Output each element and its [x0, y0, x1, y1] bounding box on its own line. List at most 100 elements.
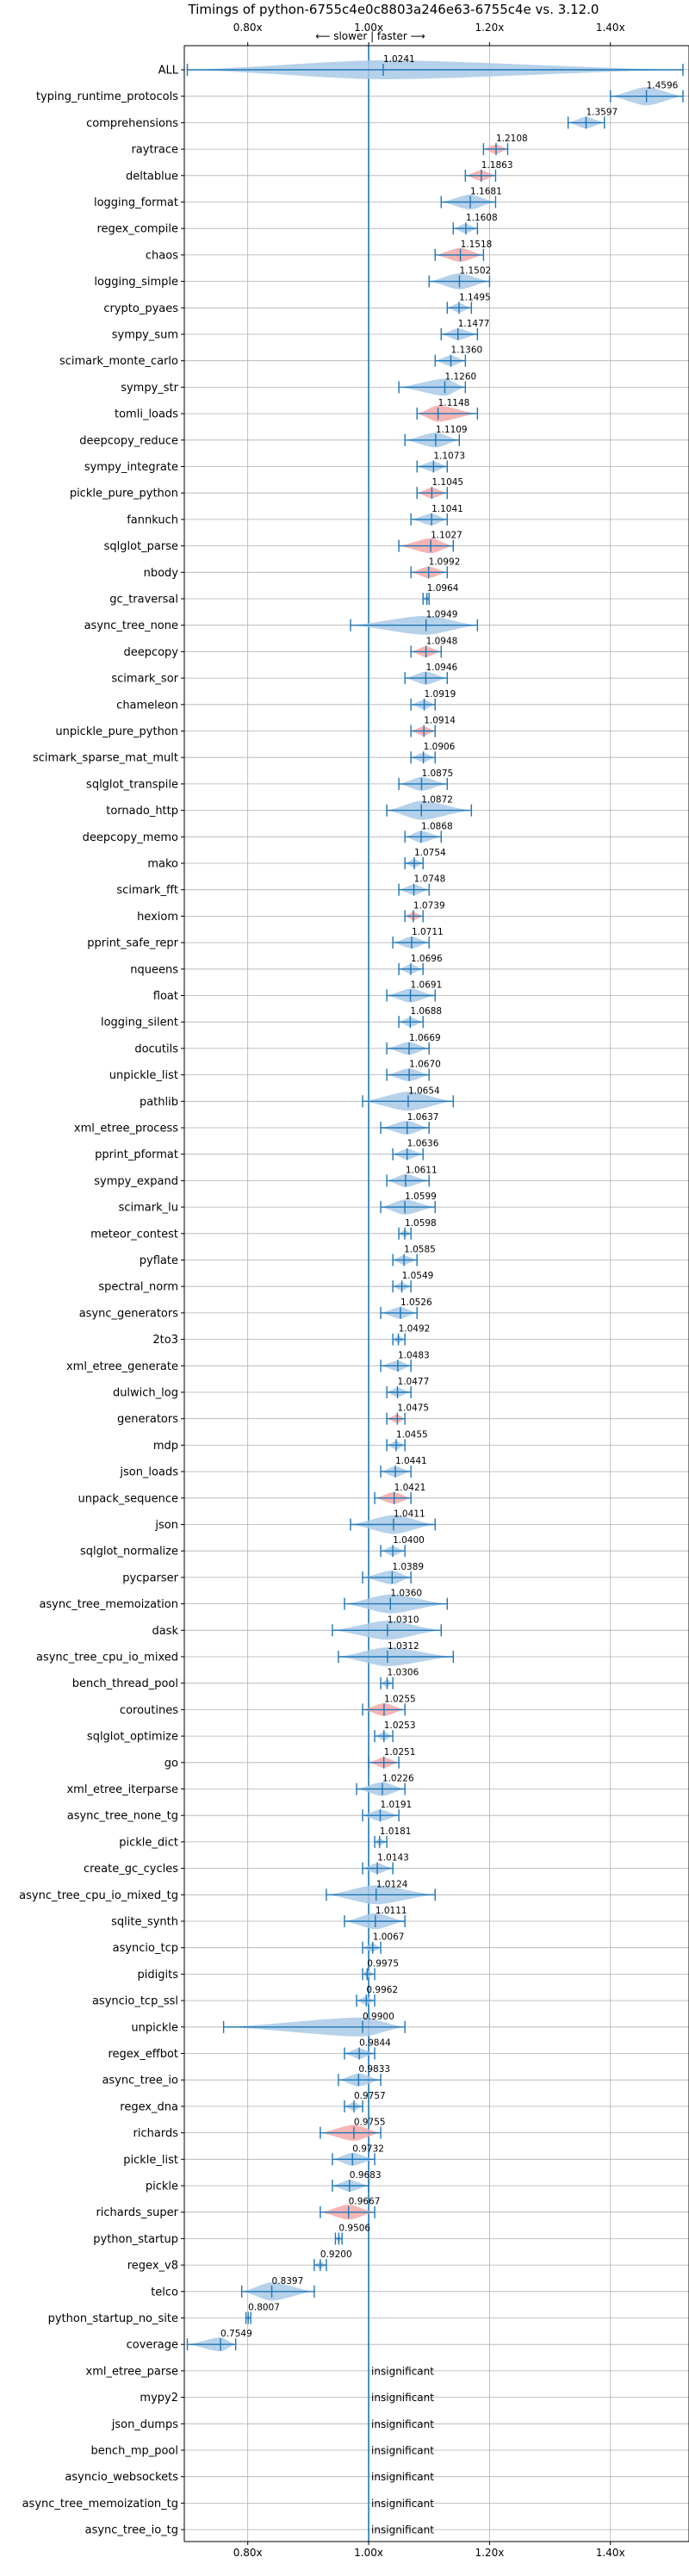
benchmark-label: xml_etree_process: [74, 1123, 178, 1136]
benchmark-label: xml_etree_iterparse: [66, 1783, 178, 1796]
benchmark-label: float: [153, 990, 178, 1003]
insignificant-label: insignificant: [371, 2392, 434, 2404]
benchmark-label: gc_traversal: [109, 594, 178, 607]
value-label: 1.0124: [376, 1879, 408, 1889]
value-label: 1.0411: [394, 1509, 425, 1520]
benchmark-label: scimark_sor: [111, 673, 178, 686]
benchmark-label: sympy_integrate: [84, 461, 178, 474]
benchmark-label: logging_format: [94, 196, 178, 209]
benchmark-label: ALL: [158, 65, 179, 78]
value-label: 0.7549: [220, 2329, 252, 2339]
benchmark-label: pickle_dict: [119, 1836, 178, 1849]
benchmark-label: async_tree_memoization: [39, 1598, 178, 1611]
value-label: 1.1045: [431, 477, 463, 488]
value-label: 1.0964: [427, 583, 459, 594]
benchmark-label: richards: [133, 2127, 179, 2140]
value-label: 1.0872: [421, 795, 453, 806]
benchmark-label: python_startup: [93, 2233, 178, 2246]
value-label: 1.1608: [466, 213, 498, 223]
value-label: 1.0143: [377, 1853, 409, 1864]
value-label: 1.2108: [496, 134, 528, 144]
benchmark-label: go: [164, 1757, 178, 1770]
value-label: 1.0691: [411, 980, 443, 991]
value-label: 0.9833: [358, 2064, 390, 2075]
benchmark-label: 2to3: [152, 1334, 178, 1347]
x-tick-label-top: 1.20x: [475, 22, 504, 34]
benchmark-label: sqlglot_optimize: [87, 1731, 178, 1744]
benchmark-label: async_tree_io: [102, 2075, 178, 2088]
value-label: 1.1041: [431, 504, 463, 514]
value-label: 1.0688: [410, 1006, 442, 1017]
benchmark-label: pathlib: [140, 1096, 178, 1109]
value-label: 1.0441: [395, 1456, 427, 1466]
insignificant-label: insignificant: [371, 2445, 434, 2457]
benchmark-label: comprehensions: [86, 117, 178, 130]
value-label: 1.0914: [424, 716, 456, 726]
value-label: 1.0992: [429, 557, 461, 567]
benchmark-label: deltablue: [126, 170, 178, 183]
benchmark-label: python_startup_no_site: [48, 2312, 178, 2325]
benchmark-label: raytrace: [131, 144, 178, 157]
benchmark-label: xml_etree_parse: [86, 2365, 178, 2378]
value-label: 1.1109: [436, 425, 468, 435]
value-label: 1.0181: [380, 1826, 412, 1837]
value-label: 1.0455: [396, 1429, 428, 1440]
value-label: 1.1502: [459, 266, 491, 277]
value-label: 1.0255: [384, 1694, 416, 1704]
value-label: 1.0599: [405, 1192, 437, 1202]
benchmark-label: tornado_http: [106, 805, 178, 818]
chart-subtitle: ⟵ slower | faster ⟶: [315, 30, 425, 42]
value-label: 1.0241: [383, 54, 415, 65]
benchmark-label: async_generators: [79, 1307, 179, 1320]
x-tick-label-bottom: 1.00x: [354, 2547, 383, 2559]
benchmark-label: pycparser: [122, 1571, 178, 1584]
value-label: 1.0919: [425, 689, 456, 700]
benchmark-label: sympy_expand: [94, 1175, 178, 1188]
x-tick-label-top: 0.80x: [233, 22, 263, 34]
value-label: 0.8007: [248, 2303, 280, 2313]
benchmark-label: unpack_sequence: [78, 1492, 178, 1505]
benchmark-label: sqlglot_normalize: [80, 1546, 178, 1559]
value-label: 1.0400: [393, 1535, 425, 1546]
value-label: 1.0312: [388, 1641, 419, 1652]
benchmark-label: richards_super: [96, 2206, 178, 2219]
value-label: 1.1477: [458, 319, 490, 329]
value-label: 0.8397: [272, 2276, 304, 2287]
value-label: 1.0611: [406, 1165, 438, 1175]
benchmark-label: sympy_sum: [112, 329, 178, 342]
benchmark-label: asyncio_tcp_ssl: [92, 1995, 178, 2008]
benchmark-label: scimark_lu: [119, 1202, 178, 1215]
benchmark-label: asyncio_tcp: [113, 1942, 178, 1955]
chart-title: Timings of python-6755c4e0c8803a246e63-6…: [188, 2, 599, 17]
benchmark-label: coverage: [127, 2339, 178, 2352]
benchmark-label: telco: [151, 2286, 178, 2299]
benchmark-label: logging_simple: [94, 276, 178, 289]
value-label: 1.1495: [459, 292, 491, 302]
value-label: 1.1027: [431, 531, 462, 541]
value-label: 1.0637: [407, 1112, 439, 1123]
value-label: 1.1073: [433, 451, 465, 462]
benchmark-label: fannkuch: [127, 513, 178, 526]
benchmark-label: dask: [152, 1625, 178, 1638]
value-label: 1.1360: [450, 345, 482, 356]
benchmark-label: unpickle: [131, 2021, 178, 2034]
value-label: 1.1260: [444, 371, 476, 382]
benchmark-label: create_gc_cycles: [84, 1863, 178, 1876]
value-label: 1.0526: [400, 1297, 432, 1308]
benchmark-label: async_tree_memoization_tg: [22, 2498, 178, 2511]
value-label: 0.9757: [354, 2091, 386, 2101]
x-tick-label-top: 1.40x: [596, 22, 625, 34]
value-label: 1.0711: [412, 927, 444, 937]
value-label: 1.0421: [394, 1483, 426, 1493]
benchmark-label: regex_v8: [127, 2260, 178, 2273]
value-label: 1.0492: [399, 1324, 431, 1335]
benchmark-label: docutils: [134, 1042, 178, 1055]
benchmark-label: deepcopy_memo: [83, 831, 178, 844]
value-label: 1.4596: [647, 81, 679, 91]
insignificant-label: insignificant: [371, 2498, 434, 2510]
benchmark-label: deepcopy: [123, 646, 178, 659]
value-label: 1.0598: [405, 1218, 437, 1229]
benchmark-label: regex_compile: [96, 223, 178, 236]
value-label: 1.0306: [388, 1668, 419, 1678]
benchmark-label: generators: [117, 1413, 178, 1426]
